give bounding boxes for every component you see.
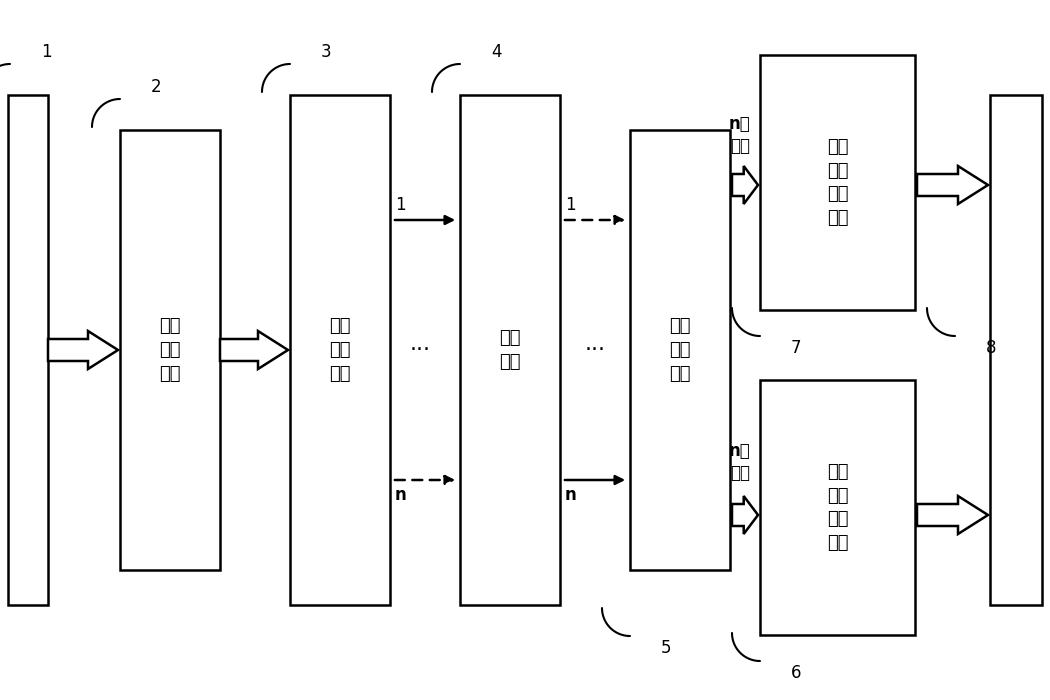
Bar <box>760 55 915 310</box>
Text: n: n <box>395 486 406 504</box>
Text: 2: 2 <box>151 78 162 96</box>
Text: 气象
信号
处理
模块: 气象 信号 处理 模块 <box>826 463 848 552</box>
Bar <box>8 95 48 605</box>
Bar <box>460 95 560 605</box>
Text: 1: 1 <box>395 196 405 214</box>
Text: 4: 4 <box>491 43 502 61</box>
Text: n路
回波: n路 回波 <box>729 115 751 155</box>
Text: 功分
放大
模块: 功分 放大 模块 <box>669 317 691 383</box>
Polygon shape <box>220 331 288 369</box>
Text: 接收
模块: 接收 模块 <box>499 329 521 371</box>
Bar <box>990 95 1042 605</box>
Polygon shape <box>917 166 988 204</box>
Bar <box>290 95 390 605</box>
Bar <box>120 130 220 570</box>
Text: ···: ··· <box>410 340 430 360</box>
Bar <box>760 380 915 635</box>
Text: 3: 3 <box>321 43 332 61</box>
Text: 6: 6 <box>791 664 801 682</box>
Text: 目标
信号
处理
模块: 目标 信号 处理 模块 <box>826 138 848 227</box>
Text: 限幅
放大
模块: 限幅 放大 模块 <box>160 317 181 383</box>
Polygon shape <box>917 496 988 534</box>
Text: n: n <box>565 486 576 504</box>
Text: 7: 7 <box>791 339 801 357</box>
Text: n路
回波: n路 回波 <box>729 442 751 482</box>
Text: ···: ··· <box>585 340 606 360</box>
Text: 5: 5 <box>662 639 672 657</box>
Text: 波束
形成
模块: 波束 形成 模块 <box>330 317 351 383</box>
Polygon shape <box>48 331 118 369</box>
Text: 1: 1 <box>41 43 51 61</box>
Text: 1: 1 <box>565 196 575 214</box>
Bar <box>630 130 730 570</box>
Polygon shape <box>732 166 758 204</box>
Text: 8: 8 <box>986 339 996 357</box>
Polygon shape <box>732 496 758 534</box>
